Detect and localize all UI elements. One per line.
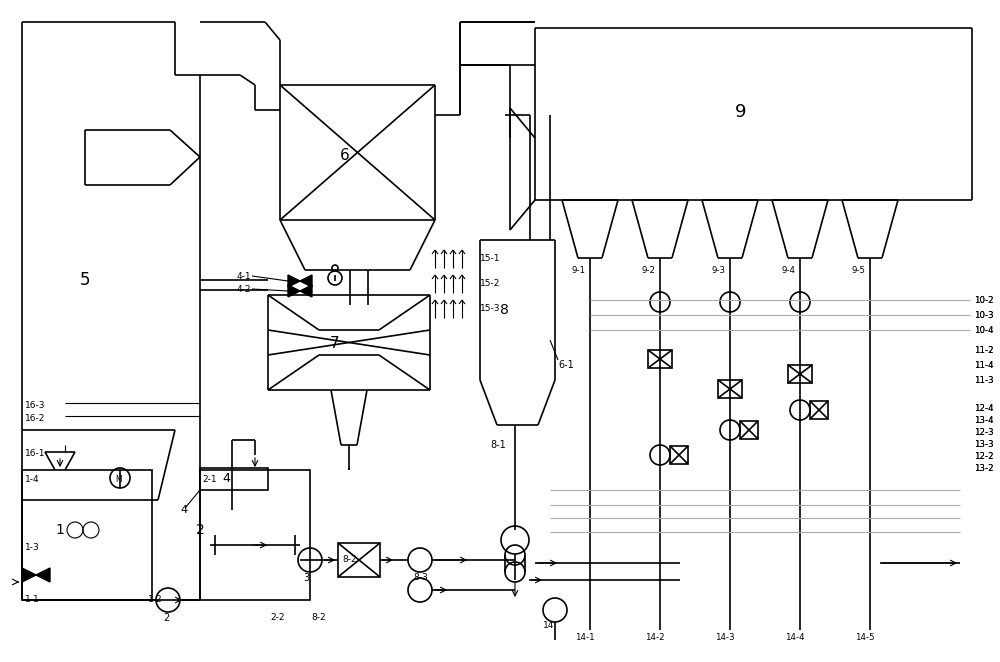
Bar <box>670 446 688 464</box>
Text: 9-1: 9-1 <box>572 265 586 275</box>
Text: 8-2: 8-2 <box>342 555 357 565</box>
Text: 13-2: 13-2 <box>974 463 994 473</box>
Text: 8-1: 8-1 <box>490 440 506 450</box>
Text: 1-4: 1-4 <box>25 475 40 485</box>
Text: 6: 6 <box>340 148 350 162</box>
Text: 10-2: 10-2 <box>974 295 994 305</box>
Text: 12-4: 12-4 <box>974 404 994 412</box>
Text: 16-3: 16-3 <box>25 401 46 410</box>
Text: 6-1: 6-1 <box>558 360 574 370</box>
Text: 12-2: 12-2 <box>974 451 994 461</box>
Text: 15-1: 15-1 <box>480 254 501 263</box>
Text: 15-2: 15-2 <box>480 279 500 287</box>
Text: 10-2: 10-2 <box>974 295 994 305</box>
Bar <box>200 468 268 490</box>
Polygon shape <box>22 568 36 582</box>
Text: 14-2: 14-2 <box>645 634 665 643</box>
Text: 1: 1 <box>55 523 64 537</box>
Polygon shape <box>300 285 312 297</box>
Text: 10-4: 10-4 <box>974 326 994 334</box>
Text: 2-2: 2-2 <box>270 614 285 622</box>
Text: 7: 7 <box>330 336 340 350</box>
Text: 8-2: 8-2 <box>311 614 326 622</box>
Text: 1-2: 1-2 <box>148 596 163 604</box>
Bar <box>810 401 828 419</box>
Text: 11-2: 11-2 <box>974 346 994 354</box>
Text: 15-3: 15-3 <box>480 303 501 312</box>
Text: 13-2: 13-2 <box>974 463 994 473</box>
Text: 14-4: 14-4 <box>785 634 805 643</box>
Text: 4-2: 4-2 <box>237 285 252 293</box>
Text: 8-3: 8-3 <box>413 573 428 583</box>
Polygon shape <box>288 285 300 297</box>
Bar <box>338 543 380 577</box>
Text: 10-4: 10-4 <box>974 326 994 334</box>
Text: 5: 5 <box>80 271 91 289</box>
Text: 12-3: 12-3 <box>974 428 994 436</box>
Text: 14-1: 14-1 <box>575 634 595 643</box>
Text: 11-2: 11-2 <box>974 346 994 354</box>
Text: 3: 3 <box>303 573 309 583</box>
Text: 2: 2 <box>196 523 204 537</box>
Text: 4: 4 <box>180 505 187 515</box>
Polygon shape <box>36 568 50 582</box>
Bar <box>648 350 672 368</box>
Text: 13-3: 13-3 <box>974 440 994 448</box>
Text: 10-3: 10-3 <box>974 310 994 320</box>
Polygon shape <box>288 275 300 287</box>
Text: 13-4: 13-4 <box>974 416 994 424</box>
Text: 13-3: 13-3 <box>974 440 994 448</box>
Text: 9-3: 9-3 <box>712 265 726 275</box>
Text: M: M <box>115 475 122 483</box>
Text: 11-4: 11-4 <box>974 361 994 369</box>
Text: 4: 4 <box>222 471 230 485</box>
Text: 10-3: 10-3 <box>974 310 994 320</box>
Text: 9-2: 9-2 <box>642 265 656 275</box>
Text: 14: 14 <box>543 620 554 630</box>
Text: 8: 8 <box>500 303 509 317</box>
Text: 1-3: 1-3 <box>25 542 40 551</box>
Text: 4-1: 4-1 <box>237 271 252 281</box>
Text: 14-5: 14-5 <box>855 634 875 643</box>
Bar <box>200 470 310 600</box>
Text: 16-1: 16-1 <box>25 448 46 457</box>
Bar <box>740 421 758 439</box>
Bar <box>22 470 152 600</box>
Bar <box>788 365 812 383</box>
Text: 2-1: 2-1 <box>202 475 217 485</box>
Text: 9: 9 <box>735 103 746 121</box>
Text: 11-3: 11-3 <box>974 375 994 385</box>
Text: 9-4: 9-4 <box>782 265 796 275</box>
Text: 12-2: 12-2 <box>974 451 994 461</box>
Text: 9-5: 9-5 <box>852 265 866 275</box>
Text: 12-4: 12-4 <box>974 404 994 412</box>
Text: 14-3: 14-3 <box>715 634 735 643</box>
Text: 1-1: 1-1 <box>25 596 40 604</box>
Bar <box>718 380 742 398</box>
Text: 11-3: 11-3 <box>974 375 994 385</box>
Text: 13-4: 13-4 <box>974 416 994 424</box>
Polygon shape <box>300 275 312 287</box>
Text: 11-4: 11-4 <box>974 361 994 369</box>
Text: 16-2: 16-2 <box>25 414 45 422</box>
Text: 2: 2 <box>163 613 169 623</box>
Text: 12-3: 12-3 <box>974 428 994 436</box>
